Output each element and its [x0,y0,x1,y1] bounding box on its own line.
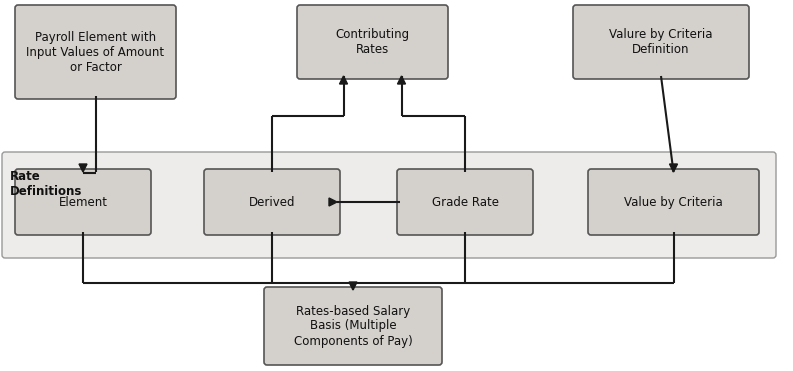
Text: Rate
Definitions: Rate Definitions [10,170,82,198]
Text: Value by Criteria: Value by Criteria [624,196,723,209]
Polygon shape [669,164,677,172]
FancyBboxPatch shape [15,169,151,235]
FancyBboxPatch shape [15,5,176,99]
Text: Element: Element [59,196,108,209]
Polygon shape [339,76,347,84]
Polygon shape [79,164,87,172]
FancyBboxPatch shape [264,287,442,365]
Polygon shape [329,198,337,206]
FancyBboxPatch shape [204,169,340,235]
FancyBboxPatch shape [573,5,749,79]
FancyBboxPatch shape [588,169,759,235]
Text: Payroll Element with
Input Values of Amount
or Factor: Payroll Element with Input Values of Amo… [26,30,165,73]
FancyBboxPatch shape [297,5,448,79]
Text: Rates-based Salary
Basis (Multiple
Components of Pay): Rates-based Salary Basis (Multiple Compo… [293,305,412,348]
FancyBboxPatch shape [397,169,533,235]
FancyBboxPatch shape [2,152,776,258]
Polygon shape [349,282,357,290]
Text: Valure by Criteria
Definition: Valure by Criteria Definition [609,28,713,56]
Text: Grade Rate: Grade Rate [431,196,499,209]
Text: Derived: Derived [249,196,295,209]
Text: Contributing
Rates: Contributing Rates [335,28,409,56]
Polygon shape [397,76,405,84]
